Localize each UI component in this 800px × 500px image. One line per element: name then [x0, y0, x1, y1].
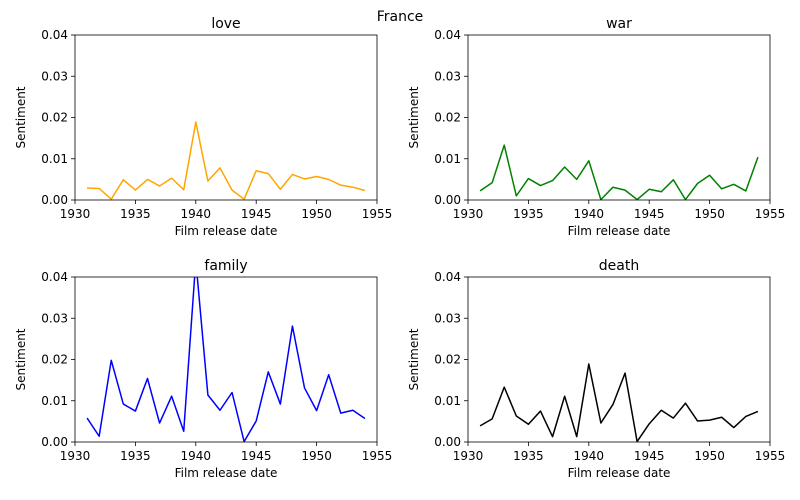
y-tick-label: 0.04	[41, 270, 68, 284]
x-tick-label: 1945	[241, 207, 272, 221]
x-tick-label: 1955	[362, 449, 393, 463]
subplot-title-war: war	[606, 16, 632, 32]
x-axis-label: Film release date	[568, 224, 671, 238]
series-line-love	[87, 121, 366, 200]
y-tick-label: 0.02	[434, 353, 461, 367]
subplot-grid: 1930 1935 1940 1945 1950 1955 0.00 0.01 0.02 0.03…	[14, 16, 785, 480]
x-tick-label: 1945	[634, 449, 665, 463]
subplot-title-death: death	[599, 258, 639, 274]
y-tick-label: 0.00	[41, 193, 68, 207]
y-tick-label: 0.04	[434, 270, 461, 284]
x-tick-label: 1940	[181, 449, 212, 463]
x-tick-label: 1930	[60, 207, 91, 221]
x-tick-label: 1930	[453, 207, 484, 221]
x-tick-label: 1935	[120, 449, 151, 463]
x-tick-label: 1930	[60, 449, 91, 463]
x-axis-label: Film release date	[568, 466, 671, 480]
x-tick-label: 1945	[634, 207, 665, 221]
x-tick-label: 1930	[453, 449, 484, 463]
subplot-love: 1930 1935 1940 1945 1950 1955 0.00 0.01 0.02 0.03…	[14, 16, 392, 238]
x-tick-label: 1945	[241, 449, 272, 463]
series-line-war	[479, 144, 759, 200]
y-tick-label: 0.03	[434, 69, 461, 83]
x-tick-label: 1955	[755, 449, 786, 463]
x-tick-label: 1935	[513, 207, 544, 221]
subplot-title-love: love	[211, 16, 240, 32]
series-line-death	[479, 363, 759, 442]
y-tick-label: 0.01	[434, 152, 461, 166]
y-tick-label: 0.03	[434, 311, 461, 325]
x-axis-label: Film release date	[175, 466, 278, 480]
x-tick-label: 1935	[513, 449, 544, 463]
subplot-family: 1930 1935 1940 1945 1950 1955 0.00 0.01 0.02 0.03…	[14, 258, 392, 480]
y-axis-label: Sentiment	[407, 328, 421, 390]
y-tick-label: 0.04	[41, 28, 68, 42]
x-tick-label: 1940	[574, 207, 605, 221]
y-axis-label: Sentiment	[14, 86, 28, 148]
subplot-title-family: family	[204, 258, 247, 274]
y-axis-label: Sentiment	[407, 86, 421, 148]
y-tick-label: 0.01	[41, 394, 68, 408]
y-tick-label: 0.00	[41, 435, 68, 449]
figure-suptitle: France	[377, 9, 424, 25]
series-line-family	[86, 277, 366, 442]
subplot-death: 1930 1935 1940 1945 1950 1955 0.00 0.01 0.02 0.03…	[407, 258, 785, 480]
x-tick-label: 1940	[181, 207, 212, 221]
x-tick-label: 1955	[362, 207, 393, 221]
x-tick-label: 1955	[755, 207, 786, 221]
y-tick-label: 0.02	[41, 111, 68, 125]
x-tick-label: 1950	[694, 449, 725, 463]
y-tick-label: 0.03	[41, 311, 68, 325]
y-tick-label: 0.00	[434, 193, 461, 207]
x-tick-label: 1950	[301, 449, 332, 463]
y-tick-label: 0.04	[434, 28, 461, 42]
x-tick-label: 1940	[574, 449, 605, 463]
x-axis-label: Film release date	[175, 224, 278, 238]
x-tick-label: 1950	[694, 207, 725, 221]
y-tick-label: 0.02	[41, 353, 68, 367]
x-tick-label: 1950	[301, 207, 332, 221]
subplot-war: 1930 1935 1940 1945 1950 1955 0.00 0.01 0.02 0.03…	[407, 16, 785, 238]
y-tick-label: 0.00	[434, 435, 461, 449]
y-tick-label: 0.01	[41, 152, 68, 166]
y-tick-label: 0.02	[434, 111, 461, 125]
y-tick-label: 0.01	[434, 394, 461, 408]
y-tick-label: 0.03	[41, 69, 68, 83]
y-axis-label: Sentiment	[14, 328, 28, 390]
x-tick-label: 1935	[120, 207, 151, 221]
